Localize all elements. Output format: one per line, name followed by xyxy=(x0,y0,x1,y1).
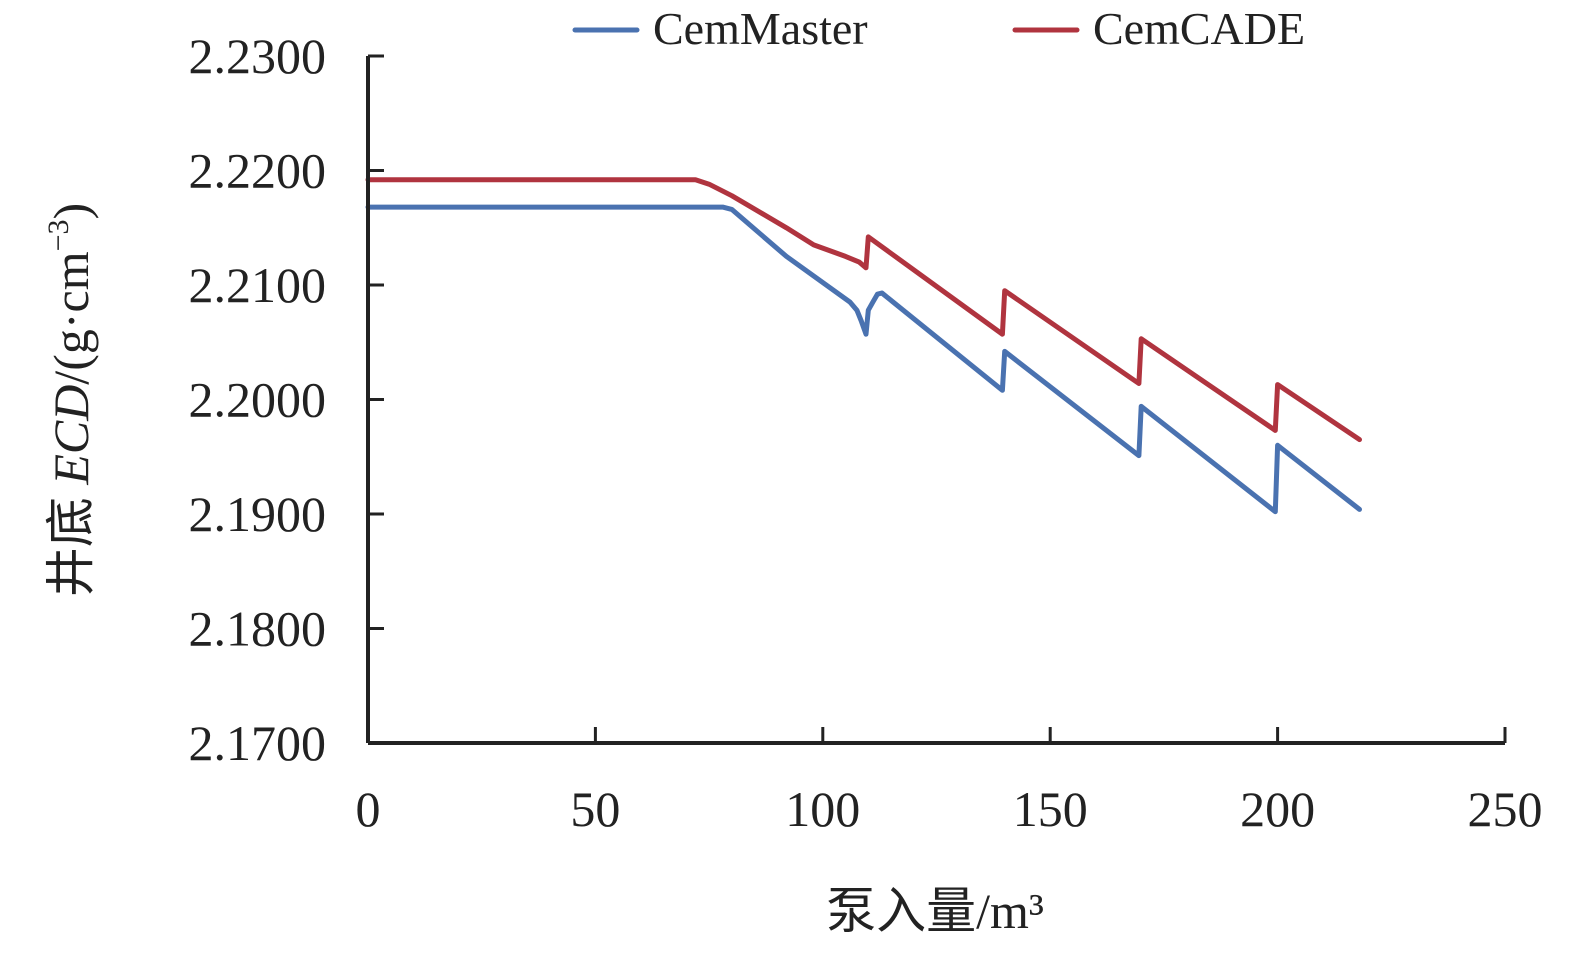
y-tick-label: 2.2200 xyxy=(189,143,327,199)
y-tick-label: 2.2300 xyxy=(189,28,327,84)
series-layer xyxy=(365,177,1362,515)
x-ticks: 0 50 100 150 200 250 xyxy=(356,727,1543,837)
series-line-cemcade xyxy=(365,177,1362,443)
x-tick-label: 200 xyxy=(1240,781,1315,837)
y-tick-label: 2.1900 xyxy=(189,486,327,542)
axes xyxy=(366,56,1505,745)
y-tick-label: 2.2100 xyxy=(189,257,327,313)
x-tick-label: 0 xyxy=(356,781,381,837)
x-tick-label: 100 xyxy=(785,781,860,837)
y-tick-label: 2.1800 xyxy=(189,601,327,657)
legend-label-cemmaster: CemMaster xyxy=(653,3,868,54)
x-tick-label: 250 xyxy=(1468,781,1543,837)
legend-label-cemcade: CemCADE xyxy=(1093,3,1305,54)
y-tick-label: 2.1700 xyxy=(189,715,327,771)
y-tick-label: 2.2000 xyxy=(189,372,327,428)
x-axis-title: 泵入量/m³ xyxy=(826,883,1044,939)
series-line-cemmaster xyxy=(365,204,1362,515)
x-tick-label: 150 xyxy=(1013,781,1088,837)
y-axis-title: 井底 ECD/(g·cm−3) xyxy=(42,203,99,597)
x-tick-label: 50 xyxy=(570,781,620,837)
legend: CemMaster CemCADE xyxy=(572,3,1305,54)
y-ticks: 2.1700 2.1800 2.1900 2.2000 2.2100 2.2200 2.23… xyxy=(189,28,384,771)
